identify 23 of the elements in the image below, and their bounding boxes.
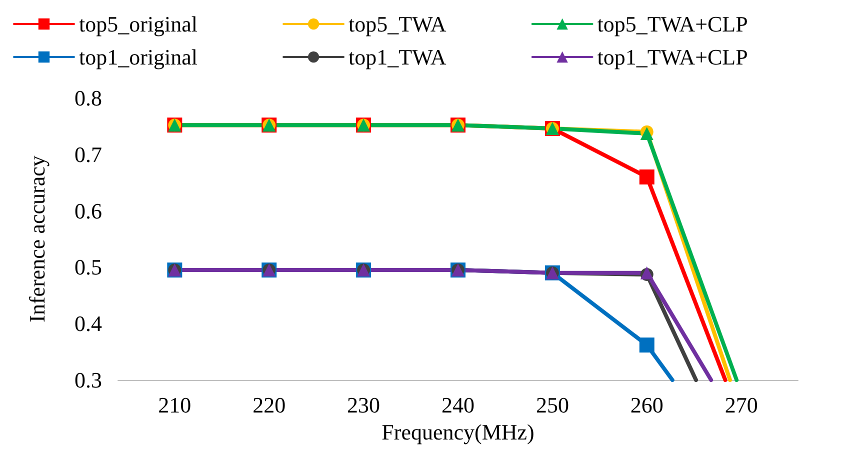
y-axis-title: Inference accuracy	[24, 156, 50, 322]
legend-label: top5_TWA	[348, 12, 446, 36]
y-tick-label: 0.7	[74, 142, 102, 167]
legend-label: top1_original	[79, 44, 198, 70]
y-tick-label: 0.8	[74, 86, 102, 110]
x-tick-label: 260	[630, 392, 664, 418]
x-tick-label: 250	[536, 392, 569, 418]
point	[639, 338, 654, 353]
x-axis-title: Frequency(MHz)	[382, 419, 534, 444]
legend-label: top1_TWA+CLP	[597, 44, 748, 70]
y-tick-label: 0.3	[74, 368, 102, 392]
x-tick-label: 230	[347, 392, 380, 418]
x-tick-label: 220	[252, 392, 286, 418]
x-tick-label: 240	[442, 392, 474, 418]
y-tick-label: 0.4	[74, 311, 102, 336]
legend-label: top5_TWA+CLP	[597, 12, 748, 36]
legend-label: top5_original	[79, 12, 198, 36]
x-tick-label: 270	[724, 392, 758, 418]
x-tick-label: 210	[158, 392, 192, 418]
y-tick-label: 0.5	[74, 254, 102, 280]
legend-label: top1_TWA	[348, 44, 446, 70]
point	[639, 169, 654, 184]
y-tick-label: 0.6	[74, 198, 102, 224]
